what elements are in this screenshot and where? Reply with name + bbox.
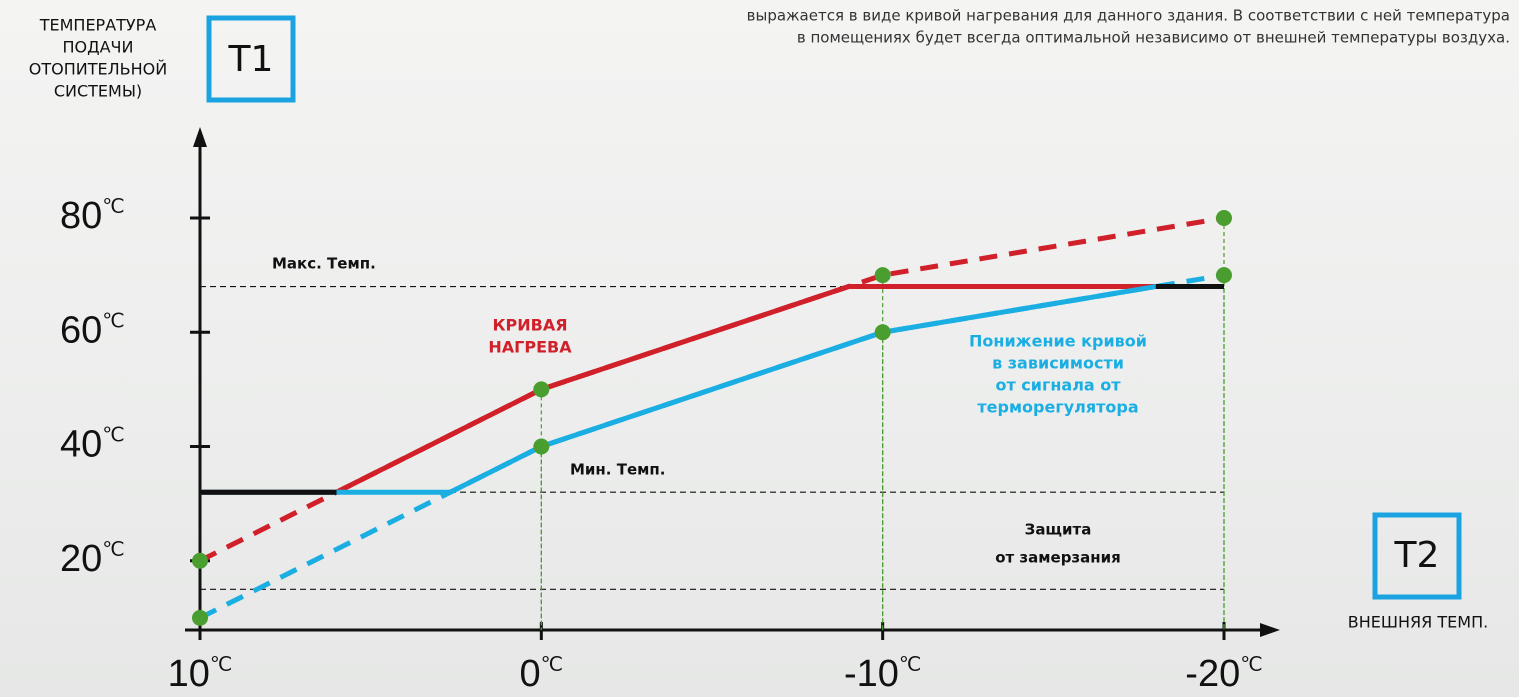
page: выражается в виде кривой нагревания для …: [0, 0, 1519, 697]
description: в помещениях будет всегда оптимальной не…: [797, 29, 1510, 47]
limit-label: Макс. Темп.: [272, 255, 376, 273]
point: [192, 553, 208, 569]
x-tick-label: -10℃: [844, 653, 921, 695]
series-label: НАГРЕВА: [488, 338, 572, 357]
y-tick-value: 20: [60, 538, 102, 580]
x-axis-label: ВНЕШНЯЯ ТЕМП.: [1348, 613, 1488, 632]
x-tick-unit: ℃: [1240, 654, 1262, 676]
x-tick-unit: ℃: [210, 654, 232, 676]
limit-label: Защита: [1025, 521, 1092, 539]
x-tick-label: 0℃: [520, 653, 564, 695]
y-tick-label: 80℃: [60, 195, 125, 237]
x-tick-unit: ℃: [541, 654, 563, 676]
series-label: от сигнала от: [995, 376, 1121, 395]
y-tick-label: 40℃: [60, 424, 125, 466]
y-axis-label: ТЕМПЕРАТУРА: [39, 16, 157, 35]
point: [1216, 267, 1232, 283]
series-label: КРИВАЯ: [492, 316, 567, 335]
chart: выражается в виде кривой нагревания для …: [0, 0, 1519, 697]
y-tick-value: 80: [60, 195, 102, 237]
x-tick-label: -20℃: [1185, 653, 1262, 695]
series-label: Понижение кривой: [969, 332, 1147, 351]
point: [192, 610, 208, 626]
t1-badge: T1: [228, 39, 274, 80]
y-tick-unit: ℃: [102, 311, 124, 333]
y-axis-label: ПОДАЧИ: [62, 38, 133, 57]
x-tick-value: 10: [168, 653, 210, 695]
y-tick-value: 60: [60, 309, 102, 351]
series-label: терморегулятора: [977, 398, 1138, 417]
point: [875, 324, 891, 340]
x-tick-value: -20: [1185, 653, 1240, 695]
x-tick-label: 10℃: [168, 653, 233, 695]
y-axis-label: ОТОПИТЕЛЬНОЙ: [29, 60, 167, 79]
y-tick-unit: ℃: [102, 539, 124, 561]
point: [533, 439, 549, 455]
y-tick-value: 40: [60, 424, 102, 466]
y-tick-unit: ℃: [102, 196, 124, 218]
y-axis-label: СИСТЕМЫ): [54, 82, 142, 101]
y-tick-unit: ℃: [102, 425, 124, 447]
limit-label: от замерзания: [995, 549, 1121, 567]
t2-badge: T2: [1394, 535, 1440, 576]
x-tick-value: 0: [520, 653, 541, 695]
limit-label: Мин. Темп.: [570, 461, 665, 479]
point: [875, 267, 891, 283]
y-arrow: [193, 127, 207, 147]
series-label: в зависимости: [992, 354, 1124, 373]
x-tick-unit: ℃: [899, 654, 921, 676]
description: выражается в виде кривой нагревания для …: [747, 7, 1510, 25]
x-arrow: [1260, 623, 1280, 637]
y-tick-label: 20℃: [60, 538, 125, 580]
y-tick-label: 60℃: [60, 309, 125, 351]
point: [533, 381, 549, 397]
x-tick-value: -10: [844, 653, 899, 695]
point: [1216, 210, 1232, 226]
